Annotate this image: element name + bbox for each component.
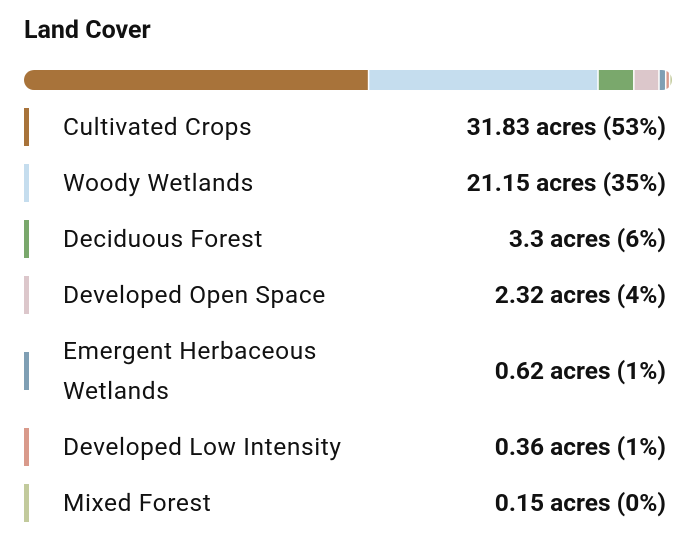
legend-swatch: [24, 484, 29, 522]
legend-swatch: [24, 220, 29, 258]
bar-segment: [598, 70, 634, 90]
legend-swatch: [24, 276, 29, 314]
legend-label: Emergent Herbaceous Wetlands: [63, 336, 318, 405]
bar-segment: [666, 70, 669, 90]
bar-segments: [24, 70, 672, 90]
bar-segment: [634, 70, 659, 90]
value-label: 21.15 acres (35%): [466, 168, 666, 197]
legend-label: Developed Low Intensity: [63, 432, 342, 461]
legend-label: Developed Open Space: [63, 280, 326, 309]
legend-swatch: [24, 164, 29, 202]
legend-row: Deciduous Forest 3.3 acres (6%): [24, 211, 666, 267]
value-label: 2.32 acres (4%): [494, 280, 666, 309]
legend-label: Mixed Forest: [63, 488, 212, 517]
value-label: 0.15 acres (0%): [494, 488, 666, 517]
bar-segment: [659, 70, 665, 90]
value-label: 3.3 acres (6%): [508, 224, 666, 253]
legend-row: Woody Wetlands 21.15 acres (35%): [24, 155, 666, 211]
chart-title: Land Cover: [24, 16, 151, 45]
legend-label: Woody Wetlands: [63, 168, 254, 197]
legend-row: Developed Open Space 2.32 acres (4%): [24, 267, 666, 323]
legend-row: Emergent Herbaceous Wetlands 0.62 acres (…: [24, 323, 666, 419]
value-label: 0.62 acres (1%): [494, 356, 666, 385]
legend-label: Cultivated Crops: [63, 112, 253, 141]
stacked-bar: [24, 70, 672, 90]
legend-swatch: [24, 108, 29, 146]
legend-row: Developed Low Intensity 0.36 acres (1%): [24, 419, 666, 475]
legend-row: Cultivated Crops 31.83 acres (53%): [24, 99, 666, 155]
bar-segment: [24, 70, 368, 90]
legend: Cultivated Crops 31.83 acres (53%) Woody W…: [24, 99, 666, 531]
value-label: 31.83 acres (53%): [466, 112, 666, 141]
legend-swatch: [24, 352, 29, 390]
bar-segment: [670, 70, 672, 90]
legend-label: Deciduous Forest: [63, 224, 263, 253]
legend-swatch: [24, 428, 29, 466]
legend-row: Mixed Forest 0.15 acres (0%): [24, 475, 666, 531]
value-label: 0.36 acres (1%): [494, 432, 666, 461]
bar-segment: [369, 70, 598, 90]
